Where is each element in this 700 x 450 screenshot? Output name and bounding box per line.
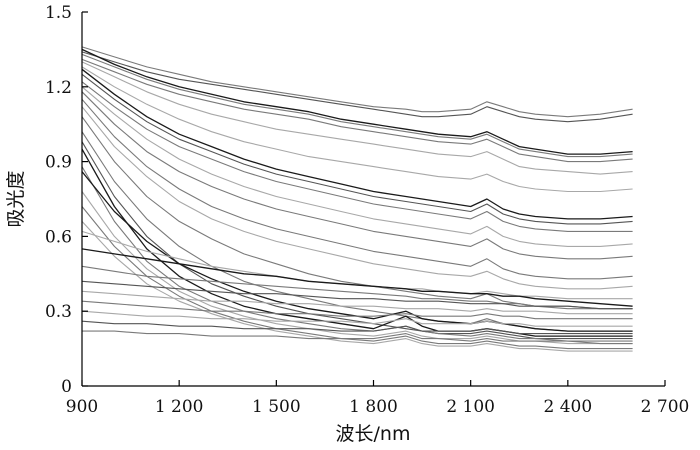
y-tick-label: 0.6 <box>45 227 72 247</box>
series-line-29 <box>81 300 633 320</box>
x-ticks: 900 1 200 1 500 1 800 2 100 2 400 2 700 <box>66 380 690 417</box>
series-line-27 <box>81 280 633 310</box>
series-line-8 <box>81 68 633 220</box>
series-line-11 <box>81 86 633 247</box>
x-tick-label: 1 500 <box>252 397 301 417</box>
y-tick-label: 0.9 <box>45 153 72 173</box>
series-line-1 <box>81 46 633 118</box>
series-line-16 <box>81 131 633 332</box>
series-line-26 <box>81 265 633 310</box>
series-line-23 <box>81 221 633 352</box>
x-tick-label: 1 200 <box>155 397 204 417</box>
series-line-5 <box>81 58 633 163</box>
series-line-32 <box>82 330 633 345</box>
series-line-25 <box>81 248 633 307</box>
series-line-31 <box>81 320 633 335</box>
series-line-14 <box>81 106 633 290</box>
series-line-22 <box>81 206 633 350</box>
series-line-10 <box>81 81 633 232</box>
series-layer <box>81 46 633 352</box>
series-line-3 <box>81 48 633 155</box>
y-tick-label: 1.5 <box>45 3 72 23</box>
y-ticks: 0 0.3 0.6 0.9 1.2 1.5 <box>45 3 88 397</box>
series-line-7 <box>81 66 633 193</box>
x-tick-label: 2 700 <box>641 397 690 417</box>
series-line-2 <box>81 51 633 123</box>
x-tick-label: 2 400 <box>543 397 592 417</box>
series-line-9 <box>81 73 633 225</box>
series-line-4 <box>81 53 633 158</box>
series-line-20 <box>81 171 633 332</box>
y-tick-label: 0.3 <box>45 302 72 322</box>
series-line-13 <box>81 98 633 280</box>
series-line-24 <box>81 230 633 300</box>
y-axis-title: 吸光度 <box>5 170 27 227</box>
series-line-12 <box>81 91 633 260</box>
x-tick-label: 2 100 <box>446 397 495 417</box>
series-line-28 <box>81 290 633 315</box>
series-line-6 <box>81 61 633 175</box>
series-line-30 <box>81 310 633 327</box>
x-tick-label: 1 800 <box>349 397 398 417</box>
series-line-15 <box>81 116 633 310</box>
x-tick-label: 900 <box>66 397 98 417</box>
series-line-17 <box>81 141 633 340</box>
y-tick-label: 0 <box>61 377 72 397</box>
series-line-18 <box>81 148 633 337</box>
x-axis-title: 波长/nm <box>336 423 411 445</box>
y-tick-label: 1.2 <box>45 78 72 98</box>
